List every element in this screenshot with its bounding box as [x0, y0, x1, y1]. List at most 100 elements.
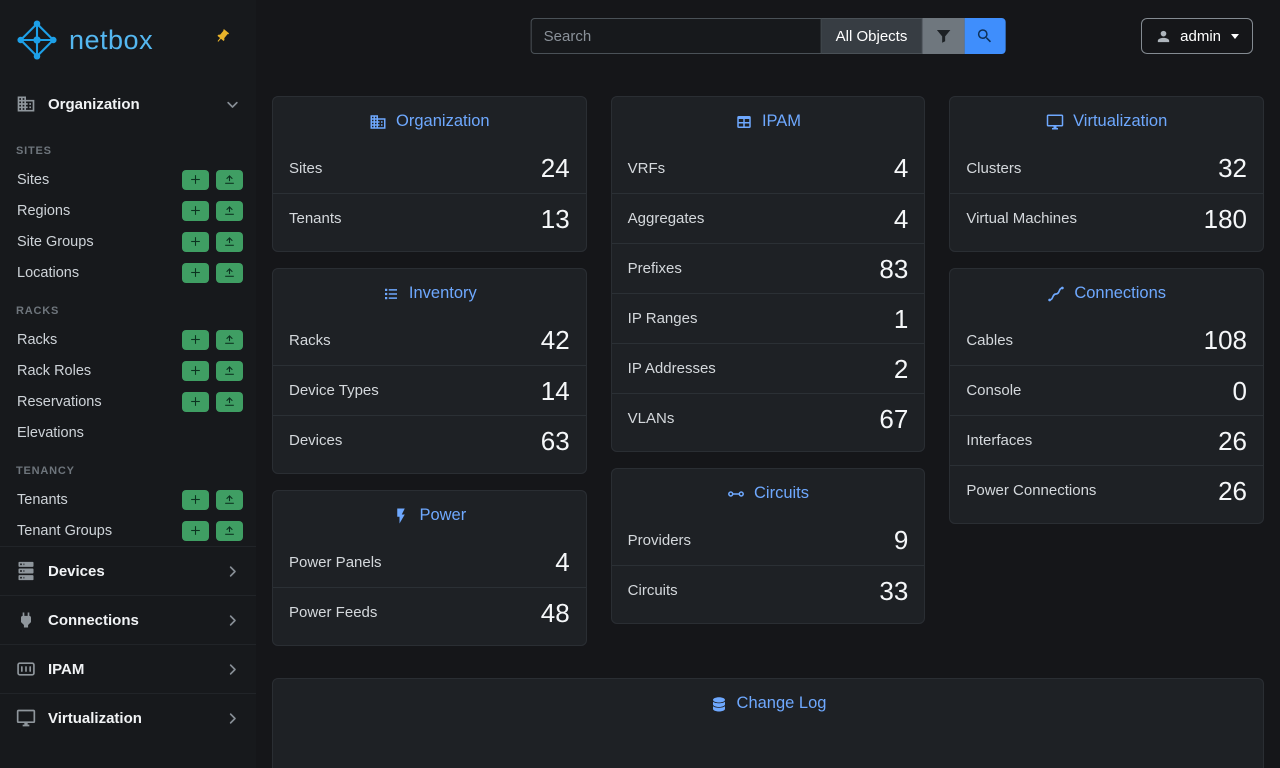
stat-label: Circuits	[627, 582, 678, 599]
stat-row[interactable]: Prefixes 83	[611, 243, 925, 293]
sidebar-item-reservations[interactable]: Reservations	[0, 386, 256, 417]
sidebar-item-label: Sites	[17, 171, 50, 188]
item-actions	[182, 520, 243, 541]
search-submit-button[interactable]	[964, 18, 1006, 54]
plus-icon	[189, 524, 202, 537]
sidebar-group-connections[interactable]: Connections	[0, 595, 256, 644]
import-button[interactable]	[216, 231, 243, 252]
add-button[interactable]	[182, 169, 209, 190]
stat-row[interactable]: Sites 24	[273, 143, 586, 193]
sidebar-item-sites[interactable]: Sites	[0, 164, 256, 195]
stat-row[interactable]: Power Feeds 48	[273, 587, 586, 637]
sidebar-item-racks[interactable]: Racks	[0, 324, 256, 355]
sidebar-pin-button[interactable]	[210, 24, 235, 49]
sidebar-item-tenant-groups[interactable]: Tenant Groups	[0, 515, 256, 546]
add-button[interactable]	[182, 262, 209, 283]
card-circuits: Circuits Providers 9 Circuits 33	[610, 468, 926, 624]
sidebar-item-label: Racks	[17, 331, 58, 348]
add-button[interactable]	[182, 200, 209, 221]
main-area: All Objects admin Organization	[256, 0, 1280, 768]
user-menu-button[interactable]: admin	[1141, 18, 1253, 54]
item-actions	[182, 360, 243, 381]
stat-value: 180	[1203, 203, 1248, 234]
stat-row[interactable]: IP Ranges 1	[611, 293, 925, 343]
stat-value: 0	[1232, 375, 1248, 406]
stat-label: Virtual Machines	[966, 210, 1077, 227]
chevron-right-icon	[225, 711, 240, 726]
section-title-sites: SITES	[16, 145, 52, 157]
stat-label: Power Panels	[289, 553, 382, 571]
filter-button[interactable]	[922, 18, 965, 54]
sidebar-item-label: Tenant Groups	[17, 522, 113, 539]
stat-row[interactable]: Power Panels 4	[273, 537, 586, 587]
sidebar-item-rack-roles[interactable]: Rack Roles	[0, 355, 256, 386]
stat-row[interactable]: IP Addresses 2	[611, 343, 925, 393]
sidebar-item-label: Tenants	[17, 491, 68, 508]
import-button[interactable]	[216, 329, 243, 350]
import-button[interactable]	[216, 489, 243, 510]
stat-row[interactable]: Cables 108	[950, 315, 1263, 365]
sidebar-group-devices[interactable]: Devices	[0, 546, 256, 595]
sidebar-item-elevations[interactable]: Elevations	[0, 417, 256, 448]
netbox-logo-icon	[17, 20, 57, 60]
import-button[interactable]	[216, 200, 243, 221]
stat-row[interactable]: VLANs 67	[611, 393, 925, 443]
stat-row[interactable]: Power Connections 26	[950, 465, 1264, 515]
object-type-dropdown[interactable]: All Objects	[821, 18, 923, 54]
item-actions	[182, 262, 243, 283]
stat-value: 83	[879, 253, 909, 284]
import-button[interactable]	[216, 391, 243, 412]
stat-label: Console	[966, 382, 1022, 399]
add-button[interactable]	[182, 329, 209, 350]
upload-icon	[223, 364, 236, 377]
building-icon	[16, 94, 36, 114]
item-actions	[182, 391, 243, 412]
import-button[interactable]	[216, 169, 243, 190]
sidebar-item-tenants[interactable]: Tenants	[0, 484, 256, 515]
stat-row[interactable]: Clusters 32	[950, 143, 1263, 193]
column-3: Virtualization Clusters 32 Virtual Machi…	[949, 96, 1265, 646]
sidebar-group-virtualization[interactable]: Virtualization	[0, 693, 256, 742]
add-button[interactable]	[182, 520, 209, 541]
card-change-log: Change Log	[272, 678, 1264, 768]
card-header: Organization	[273, 97, 586, 143]
stat-row[interactable]: Racks 42	[273, 315, 586, 365]
stat-row[interactable]: Providers 9	[612, 515, 925, 565]
import-button[interactable]	[216, 520, 243, 541]
section-title-racks: RACKS	[16, 305, 60, 317]
stat-row[interactable]: Virtual Machines 180	[950, 193, 1264, 243]
add-button[interactable]	[182, 391, 209, 412]
add-button[interactable]	[182, 489, 209, 510]
card-title: Organization	[396, 112, 490, 130]
stat-value: 42	[540, 325, 570, 355]
stat-row[interactable]: Device Types 14	[273, 365, 586, 415]
card-virtualization: Virtualization Clusters 32 Virtual Machi…	[949, 96, 1265, 252]
sidebar-item-regions[interactable]: Regions	[0, 195, 256, 226]
search-input[interactable]	[530, 18, 822, 54]
caret-down-icon	[1231, 33, 1239, 39]
import-button[interactable]	[216, 262, 243, 283]
sidebar-item-site-groups[interactable]: Site Groups	[0, 226, 256, 257]
stat-row[interactable]: VRFs 4	[612, 143, 925, 193]
plus-icon	[189, 235, 202, 248]
add-button[interactable]	[182, 360, 209, 381]
stat-row[interactable]: Interfaces 26	[950, 415, 1264, 465]
card-header: Circuits	[612, 469, 925, 515]
upload-icon	[223, 204, 236, 217]
stat-row[interactable]: Circuits 33	[611, 565, 925, 615]
stat-row[interactable]: Aggregates 4	[611, 193, 925, 243]
import-button[interactable]	[216, 360, 243, 381]
sidebar-item-locations[interactable]: Locations	[0, 257, 256, 288]
stat-row[interactable]: Devices 63	[273, 415, 586, 465]
stat-row[interactable]: Console 0	[950, 365, 1264, 415]
sidebar-group-organization[interactable]: Organization	[0, 80, 256, 128]
card-title: Inventory	[408, 284, 477, 302]
stat-value: 33	[879, 575, 909, 606]
stat-row[interactable]: Tenants 13	[273, 193, 586, 243]
card-grid: Organization Sites 24 Tenants 13 Invento…	[272, 96, 1265, 646]
sidebar-item-label: Reservations	[17, 393, 102, 410]
sidebar-item-label: Rack Roles	[17, 362, 92, 379]
sidebar-group-ipam[interactable]: IPAM	[0, 644, 256, 693]
add-button[interactable]	[182, 231, 209, 252]
brand[interactable]: netbox	[0, 0, 256, 80]
